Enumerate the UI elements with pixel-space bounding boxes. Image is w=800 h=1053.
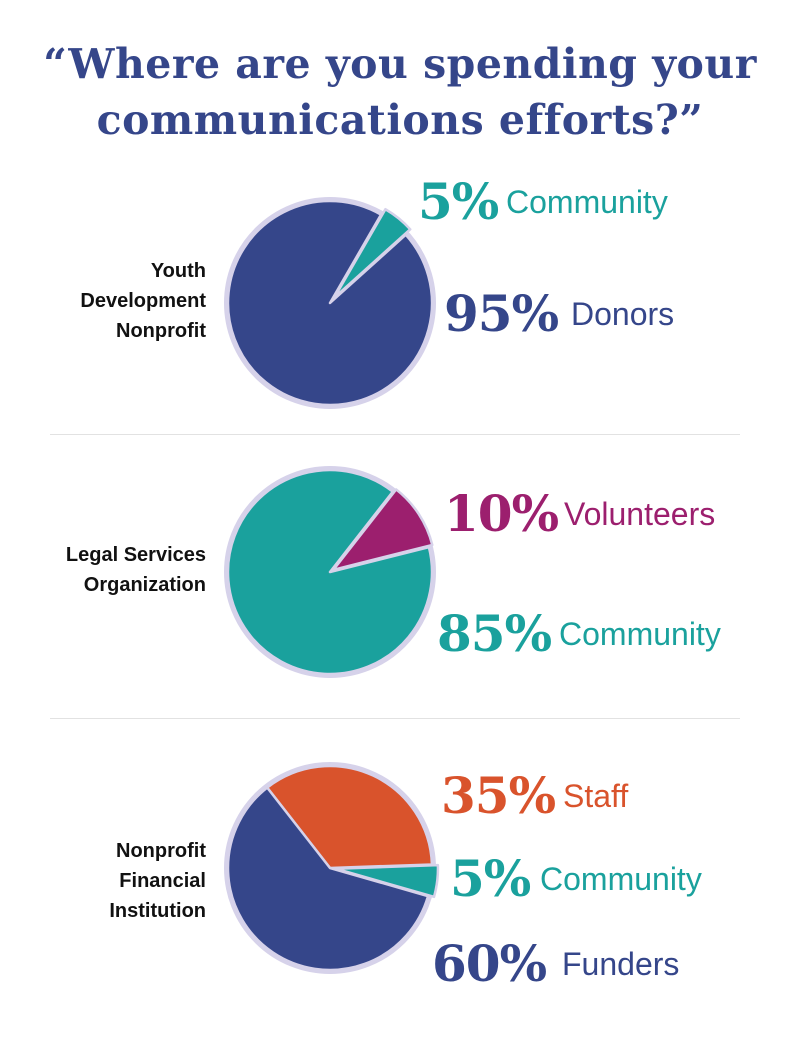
pie-1-slice-donors bbox=[226, 199, 434, 407]
chart-1-org-line-2: Development bbox=[80, 290, 206, 312]
chart-1-cat-community: Community bbox=[506, 184, 668, 220]
chart-1-cat-donors: Donors bbox=[571, 296, 675, 332]
chart-3-cat-funders: Funders bbox=[562, 946, 680, 982]
pie-1-outline bbox=[224, 197, 436, 409]
chart-3-pct-community: 5% bbox=[450, 849, 531, 908]
chart-1-pct-community: 5% bbox=[418, 172, 499, 231]
chart-3-org-line-2: Financial bbox=[119, 870, 206, 892]
chart-2-cat-volunteers: Volunteers bbox=[564, 496, 716, 532]
chart-3-org-line-3: Institution bbox=[109, 900, 206, 922]
chart-2-pct-volunteers: 10% bbox=[444, 484, 559, 543]
chart-2-pct-community: 85% bbox=[437, 604, 552, 663]
divider-1 bbox=[50, 434, 740, 435]
chart-3-org-line-1: Nonprofit bbox=[116, 840, 206, 862]
title-line-1: “Where are you spending your bbox=[43, 40, 757, 88]
chart-1-org-line-3: Nonprofit bbox=[116, 320, 206, 342]
chart-1-pct-donors: 95% bbox=[444, 284, 559, 343]
pie-2-outline bbox=[224, 466, 436, 678]
chart-3-cat-staff: Staff bbox=[563, 778, 629, 814]
divider-2 bbox=[50, 718, 740, 719]
pie-2-slice-community bbox=[226, 468, 434, 676]
pie-1-slice-community bbox=[333, 207, 412, 299]
chart-3-pct-funders: 60% bbox=[432, 934, 547, 993]
chart-3-cat-community: Community bbox=[540, 861, 702, 897]
chart-1-org-line-1: Youth bbox=[150, 260, 206, 282]
pie-3-slice-staff bbox=[265, 764, 434, 870]
chart-2-cat-community: Community bbox=[559, 616, 721, 652]
chart-3-org-label: Nonprofit Financial Institution bbox=[0, 836, 206, 926]
title-line-2: communications efforts?” bbox=[96, 96, 704, 144]
page-title: “Where are you spending your communicati… bbox=[0, 36, 800, 148]
pie-2-slice-volunteers bbox=[332, 488, 434, 572]
chart-1-pie bbox=[224, 197, 436, 409]
chart-3-pct-staff: 35% bbox=[441, 766, 556, 825]
chart-2-org-line-2: Organization bbox=[83, 574, 206, 596]
chart-1-org-label: Youth Development Nonprofit bbox=[0, 256, 206, 346]
chart-2-org-line-1: Legal Services bbox=[65, 544, 206, 566]
chart-2-pie bbox=[224, 466, 436, 678]
pie-3-slice-funders bbox=[226, 786, 430, 972]
pie-3-slice-community bbox=[334, 863, 440, 899]
chart-3-pie bbox=[224, 762, 440, 974]
chart-2-org-label: Legal Services Organization bbox=[0, 540, 206, 600]
